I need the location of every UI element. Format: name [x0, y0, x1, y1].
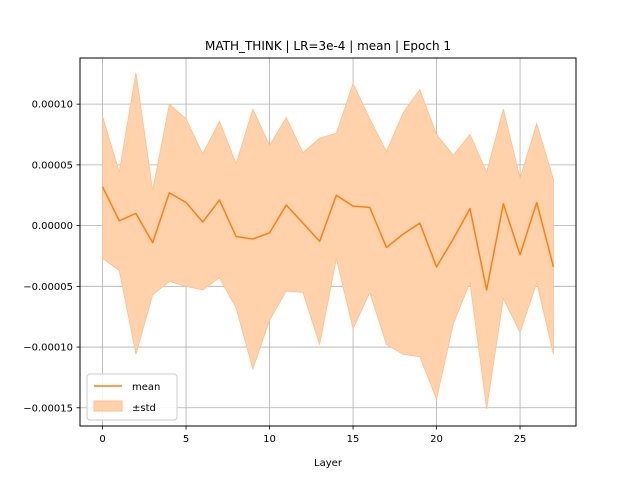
x-tick-label: 10: [263, 434, 276, 445]
x-tick-label: 25: [514, 434, 527, 445]
plot-frame: [79, 57, 577, 427]
x-tick-label: 20: [430, 434, 443, 445]
legend-std-label: ±std: [132, 403, 156, 414]
mean-line: [101, 186, 555, 291]
y-tick-label: −0.00015: [23, 403, 73, 414]
y-tick-label: 0.00005: [32, 160, 73, 171]
x-tick-label: 0: [99, 434, 105, 445]
legend-mean-label: mean: [132, 382, 160, 393]
x-axis-label: Layer: [314, 458, 343, 469]
y-tick-label: 0.00000: [32, 221, 73, 232]
x-tick-label: 15: [347, 434, 360, 445]
y-axis-ticks: −0.00015 −0.00010 −0.00005 0.00000 0.00005 0.…: [23, 100, 80, 414]
x-axis-ticks: 0 5 10 15 20 25: [99, 426, 526, 445]
plot-area: [80, 58, 576, 426]
y-tick-label: −0.00010: [23, 343, 73, 354]
legend: mean ±std: [86, 373, 178, 421]
legend-std-swatch: [93, 400, 123, 412]
y-tick-label: 0.00010: [32, 100, 73, 111]
y-tick-label: −0.00005: [23, 282, 73, 293]
chart-title: MATH_THINK | LR=3e-4 | mean | Epoch 1: [205, 39, 451, 53]
std-band: [102, 72, 554, 410]
x-tick-label: 5: [183, 434, 189, 445]
